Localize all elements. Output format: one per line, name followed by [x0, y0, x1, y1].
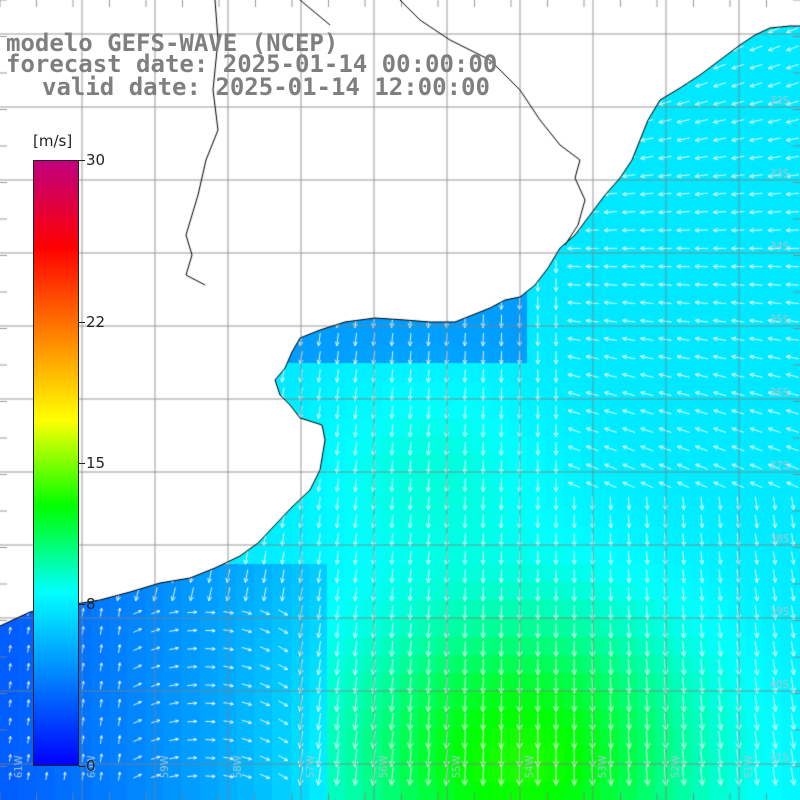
colorbar-tick-mark	[79, 160, 85, 161]
colorbar	[33, 160, 79, 766]
colorbar-tick-label: 0	[86, 757, 96, 775]
colorbar-unit-label: [m/s]	[33, 132, 73, 150]
colorbar-tick-label: 8	[86, 595, 96, 614]
colorbar-tick-mark	[79, 463, 85, 464]
colorbar-tick-mark	[79, 321, 85, 323]
colorbar-tick-label: 30	[86, 151, 106, 169]
valid-date: valid date: 2025-01-14 12:00:00	[42, 73, 490, 101]
colorbar-tick-label: 15	[86, 454, 106, 472]
colorbar-tick-mark	[79, 766, 85, 767]
forecast-date: forecast date: 2025-01-14 00:00:00	[6, 50, 498, 78]
colorbar-tick-mark	[79, 604, 85, 606]
colorbar-tick-label: 22	[86, 312, 106, 331]
model-title: modelo GEFS-WAVE (NCEP)	[6, 29, 339, 57]
